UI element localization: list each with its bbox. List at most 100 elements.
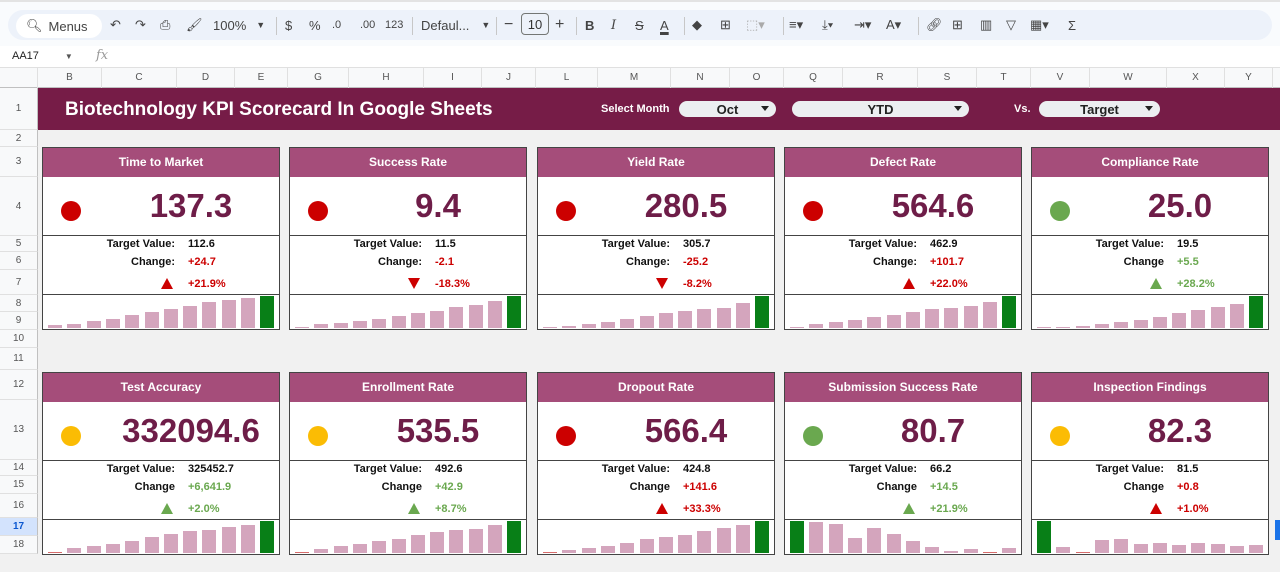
column-header[interactable]: O bbox=[730, 68, 784, 88]
percent-button[interactable]: % bbox=[309, 17, 321, 33]
chevron-down-icon: ▼ bbox=[256, 20, 266, 30]
strikethrough-icon[interactable]: S bbox=[635, 17, 644, 33]
sparkline-bar bbox=[639, 316, 654, 328]
target-value: 81.5 bbox=[1177, 463, 1199, 475]
kpi-value: 9.4 bbox=[415, 187, 461, 224]
text-color-icon[interactable]: A bbox=[660, 17, 669, 33]
sparkline-bar bbox=[260, 521, 275, 553]
sparkline-bar bbox=[1037, 327, 1051, 328]
font-size-increase-button[interactable]: + bbox=[555, 16, 565, 33]
row-header[interactable]: 11 bbox=[0, 348, 38, 370]
divider bbox=[576, 17, 577, 35]
align-horizontal-icon[interactable]: ≡▾ bbox=[789, 17, 804, 32]
decrease-decimal-button[interactable]: .0 bbox=[332, 19, 342, 31]
sparkline-bar bbox=[905, 312, 920, 328]
sparkline-bar bbox=[1230, 304, 1244, 328]
row-header[interactable]: 5 bbox=[0, 236, 38, 252]
sigma-button[interactable]: Σ bbox=[1068, 17, 1077, 33]
row-header[interactable]: 9 bbox=[0, 312, 38, 330]
text-rotation-icon[interactable]: A▾ bbox=[886, 17, 902, 32]
font-size-input[interactable]: 10 bbox=[521, 13, 549, 35]
sparkline-bar bbox=[925, 547, 940, 553]
column-header[interactable]: H bbox=[349, 68, 424, 88]
chart-icon[interactable]: ▥ bbox=[980, 17, 993, 32]
comment-icon[interactable]: ⊞ bbox=[952, 17, 963, 32]
name-box[interactable]: AA17 ▼ bbox=[12, 50, 73, 62]
number-format-button[interactable]: 123 bbox=[385, 19, 404, 31]
month-value: Oct bbox=[716, 101, 739, 117]
redo-icon[interactable]: ↷ bbox=[135, 17, 146, 32]
fill-color-icon[interactable]: ◆ bbox=[692, 17, 702, 32]
kpi-value-area: 137.3 bbox=[43, 177, 279, 236]
row-header[interactable]: 14 bbox=[0, 460, 38, 476]
sparkline-bar bbox=[1152, 543, 1167, 553]
column-header[interactable]: V bbox=[1031, 68, 1090, 88]
column-header[interactable]: I bbox=[424, 68, 482, 88]
row-header[interactable]: 17 bbox=[0, 518, 38, 536]
row-header[interactable]: 18 bbox=[0, 536, 38, 554]
change-percent: +8.7% bbox=[435, 503, 467, 515]
row-header[interactable]: 1 bbox=[0, 88, 38, 130]
column-header[interactable]: W bbox=[1090, 68, 1167, 88]
row-header[interactable]: 7 bbox=[0, 270, 38, 295]
column-header[interactable]: M bbox=[598, 68, 671, 88]
column-header[interactable]: Y bbox=[1225, 68, 1273, 88]
column-header[interactable]: T bbox=[977, 68, 1031, 88]
row-header[interactable]: 3 bbox=[0, 147, 38, 177]
bold-button[interactable]: B bbox=[585, 17, 595, 33]
period-dropdown[interactable]: YTD bbox=[792, 101, 969, 117]
kpi-value-area: 82.3 bbox=[1032, 402, 1268, 461]
print-icon[interactable]: ⎙ bbox=[160, 17, 171, 32]
column-header[interactable]: R bbox=[843, 68, 918, 88]
sparkline-bar bbox=[1002, 296, 1017, 328]
column-header[interactable]: N bbox=[671, 68, 730, 88]
column-header[interactable]: Q bbox=[784, 68, 843, 88]
kpi-title: Inspection Findings bbox=[1032, 373, 1268, 402]
row-header[interactable]: 16 bbox=[0, 494, 38, 518]
change-label: Change bbox=[1123, 256, 1164, 268]
link-icon[interactable]: 🔗︎ bbox=[926, 17, 943, 32]
select-all-corner[interactable] bbox=[0, 68, 38, 88]
merge-cells-icon[interactable]: ⬚▾ bbox=[746, 17, 765, 32]
sparkline-bar bbox=[809, 324, 824, 328]
zoom-select[interactable]: 100% ▼ bbox=[213, 10, 265, 40]
kpi-value: 80.7 bbox=[900, 412, 966, 449]
column-header[interactable]: S bbox=[918, 68, 977, 88]
undo-icon[interactable]: ↶ bbox=[110, 17, 121, 32]
target-label: Target Value: bbox=[106, 238, 175, 250]
column-header[interactable]: C bbox=[102, 68, 177, 88]
column-header[interactable]: D bbox=[177, 68, 235, 88]
sparkline-bar bbox=[963, 306, 978, 328]
row-header[interactable]: 8 bbox=[0, 295, 38, 312]
menus-search[interactable]: 🔍︎ Menus bbox=[16, 14, 102, 38]
functions-menu-icon[interactable]: ▦▾ bbox=[1030, 17, 1049, 32]
align-vertical-icon[interactable]: ⤓▾ bbox=[822, 17, 834, 32]
row-header[interactable]: 10 bbox=[0, 330, 38, 348]
increase-decimal-button[interactable]: .00 bbox=[360, 19, 376, 31]
row-header[interactable]: 6 bbox=[0, 252, 38, 270]
text-wrap-icon[interactable]: ⇥▾ bbox=[854, 17, 872, 32]
row-header[interactable]: 2 bbox=[0, 130, 38, 147]
font-select[interactable]: Defaul... ▼ bbox=[421, 10, 490, 40]
column-header[interactable]: B bbox=[38, 68, 102, 88]
currency-button[interactable]: $ bbox=[285, 17, 293, 33]
row-header[interactable]: 13 bbox=[0, 400, 38, 460]
row-header[interactable]: 12 bbox=[0, 370, 38, 400]
column-header[interactable]: L bbox=[536, 68, 598, 88]
font-size-decrease-button[interactable]: − bbox=[504, 16, 514, 33]
kpi-title: Submission Success Rate bbox=[785, 373, 1021, 402]
column-header[interactable]: J bbox=[482, 68, 536, 88]
filter-icon[interactable]: ▽ bbox=[1006, 17, 1016, 32]
sparkline-bar bbox=[697, 309, 712, 328]
column-header[interactable]: X bbox=[1167, 68, 1225, 88]
scrollbar[interactable] bbox=[1275, 520, 1280, 540]
comparison-dropdown[interactable]: Target bbox=[1039, 101, 1160, 117]
row-header[interactable]: 15 bbox=[0, 476, 38, 494]
paint-format-icon[interactable]: 🖌︎ bbox=[186, 17, 203, 32]
column-header[interactable]: E bbox=[235, 68, 288, 88]
borders-icon[interactable]: ⊞ bbox=[720, 17, 731, 32]
italic-button[interactable]: I bbox=[611, 17, 617, 33]
month-dropdown[interactable]: Oct bbox=[679, 101, 776, 117]
row-header[interactable]: 4 bbox=[0, 177, 38, 236]
column-header[interactable]: G bbox=[288, 68, 349, 88]
